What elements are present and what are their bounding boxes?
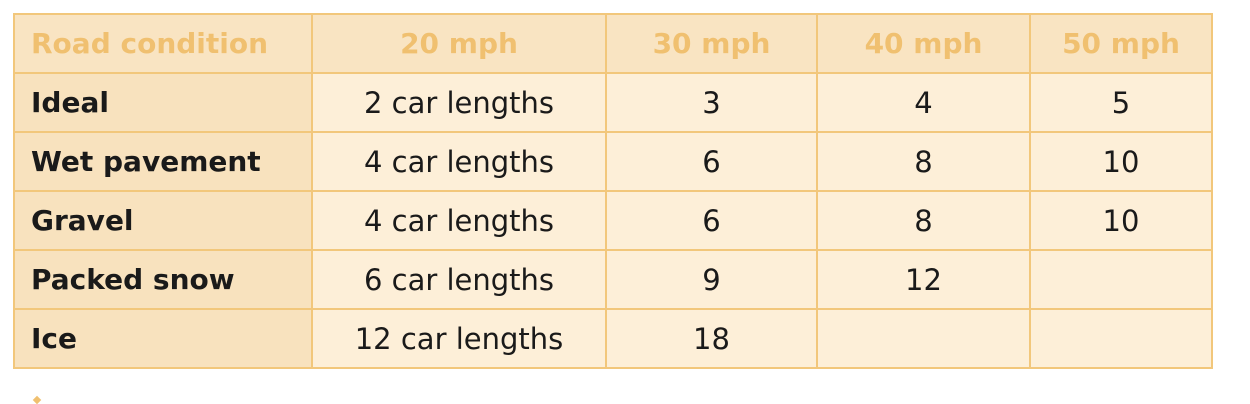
table-row: Gravel 4 car lengths 6 8 10 [13,190,1213,251]
cell-40-mph: 8 [816,131,1031,192]
row-label: Gravel [13,190,313,251]
cell-40-mph [816,308,1031,369]
cell-20-mph: 12 car lengths [311,308,607,369]
table-row: Ice 12 car lengths 18 [13,308,1213,369]
cell-20-mph: 4 car lengths [311,190,607,251]
decorative-marker [32,395,42,404]
cell-40-mph: 12 [816,249,1031,310]
header-30-mph: 30 mph [605,13,818,74]
cell-50-mph [1029,249,1213,310]
row-label: Ideal [13,72,313,133]
stopping-distance-table: Road condition 20 mph 30 mph 40 mph 50 m… [13,13,1213,369]
cell-40-mph: 4 [816,72,1031,133]
stopping-distance-table-container: Road condition 20 mph 30 mph 40 mph 50 m… [13,13,1213,369]
cell-30-mph: 6 [605,131,818,192]
row-label: Wet pavement [13,131,313,192]
cell-20-mph: 2 car lengths [311,72,607,133]
cell-20-mph: 4 car lengths [311,131,607,192]
table-row: Wet pavement 4 car lengths 6 8 10 [13,131,1213,192]
cell-50-mph [1029,308,1213,369]
cell-30-mph: 6 [605,190,818,251]
header-row: Road condition 20 mph 30 mph 40 mph 50 m… [13,13,1213,74]
cell-50-mph: 10 [1029,131,1213,192]
cell-30-mph: 3 [605,72,818,133]
cell-30-mph: 9 [605,249,818,310]
header-road-condition: Road condition [13,13,313,74]
header-50-mph: 50 mph [1029,13,1213,74]
table-row: Packed snow 6 car lengths 9 12 [13,249,1213,310]
cell-50-mph: 10 [1029,190,1213,251]
cell-20-mph: 6 car lengths [311,249,607,310]
row-label: Packed snow [13,249,313,310]
cell-40-mph: 8 [816,190,1031,251]
row-label: Ice [13,308,313,369]
cell-50-mph: 5 [1029,72,1213,133]
cell-30-mph: 18 [605,308,818,369]
header-20-mph: 20 mph [311,13,607,74]
header-40-mph: 40 mph [816,13,1031,74]
table-row: Ideal 2 car lengths 3 4 5 [13,72,1213,133]
